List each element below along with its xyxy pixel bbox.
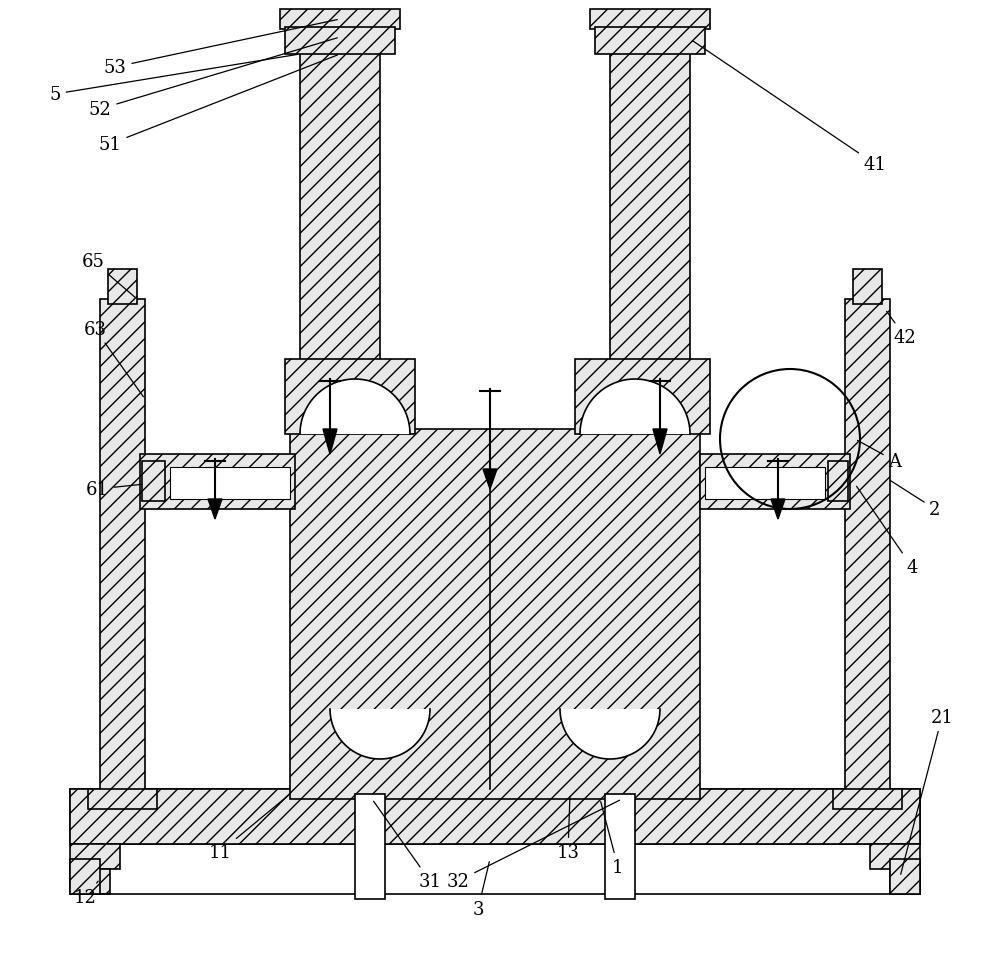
Text: 11: 11	[209, 796, 288, 862]
Polygon shape	[70, 869, 90, 894]
Text: 51: 51	[99, 56, 337, 153]
Polygon shape	[100, 299, 145, 794]
Polygon shape	[595, 28, 705, 55]
Text: 13: 13	[556, 797, 580, 862]
Polygon shape	[705, 468, 825, 499]
Polygon shape	[330, 709, 430, 760]
Polygon shape	[900, 869, 920, 894]
Polygon shape	[142, 461, 165, 501]
Text: 3: 3	[472, 862, 489, 918]
Text: 32: 32	[447, 801, 620, 890]
Polygon shape	[853, 270, 882, 305]
Polygon shape	[140, 455, 295, 510]
Polygon shape	[70, 844, 120, 869]
Text: 53: 53	[104, 21, 337, 77]
Polygon shape	[890, 859, 920, 894]
Text: 31: 31	[374, 801, 442, 890]
Polygon shape	[610, 20, 690, 430]
Polygon shape	[70, 869, 110, 894]
Polygon shape	[771, 499, 785, 519]
Polygon shape	[653, 430, 667, 455]
Polygon shape	[700, 455, 850, 510]
Polygon shape	[833, 789, 902, 809]
Bar	[70, 789, 920, 844]
Text: 5: 5	[49, 55, 297, 104]
Polygon shape	[580, 379, 690, 435]
Polygon shape	[285, 359, 415, 435]
Text: 52: 52	[89, 39, 337, 119]
Polygon shape	[355, 794, 385, 899]
Polygon shape	[483, 470, 497, 490]
Polygon shape	[828, 461, 848, 501]
Polygon shape	[870, 844, 920, 869]
Polygon shape	[590, 10, 710, 30]
Polygon shape	[88, 789, 157, 809]
Polygon shape	[108, 270, 137, 305]
Polygon shape	[300, 20, 380, 430]
Polygon shape	[845, 299, 890, 794]
Text: 63: 63	[84, 320, 143, 397]
Text: 12: 12	[74, 882, 98, 906]
Text: A: A	[857, 441, 902, 471]
Text: 21: 21	[901, 708, 953, 875]
Polygon shape	[290, 430, 700, 800]
Polygon shape	[323, 430, 337, 455]
Polygon shape	[285, 28, 395, 55]
Polygon shape	[605, 794, 635, 899]
Polygon shape	[70, 859, 100, 894]
Polygon shape	[208, 499, 222, 519]
Polygon shape	[575, 359, 710, 435]
Polygon shape	[280, 10, 400, 30]
Text: 65: 65	[82, 253, 135, 298]
Polygon shape	[70, 789, 920, 844]
Polygon shape	[560, 709, 660, 760]
Text: 4: 4	[857, 487, 918, 577]
Polygon shape	[170, 468, 290, 499]
Text: 1: 1	[601, 801, 624, 876]
Polygon shape	[890, 869, 920, 894]
Text: 2: 2	[890, 481, 941, 518]
Text: 61: 61	[86, 480, 142, 498]
Text: 42: 42	[887, 312, 916, 347]
Text: 41: 41	[692, 42, 886, 173]
Polygon shape	[300, 379, 410, 435]
